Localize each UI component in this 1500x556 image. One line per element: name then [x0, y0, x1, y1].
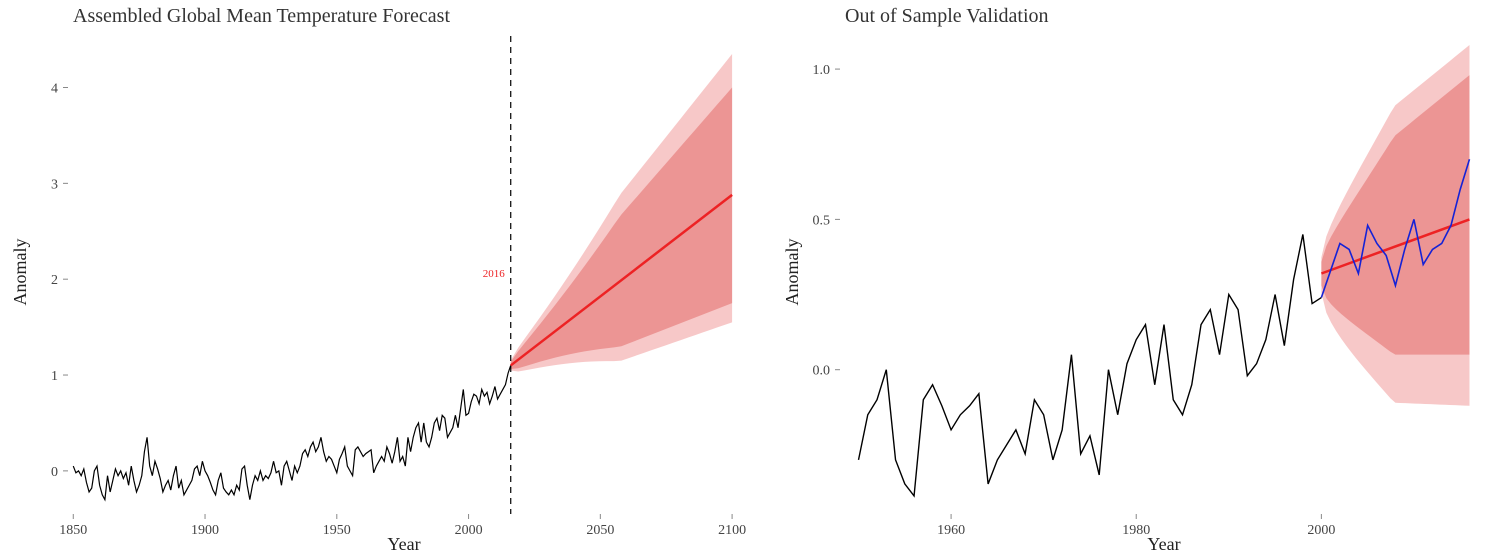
chart-title: Out of Sample Validation: [845, 5, 1049, 27]
left-chart: Assembled Global Mean Temperature Foreca…: [0, 0, 750, 556]
right-chart: Out of Sample Validation 0.0 0.5 1.0 1960 198…: [750, 0, 1500, 556]
figure-container: Assembled Global Mean Temperature Foreca…: [0, 0, 1500, 556]
x-tick-label: 1980: [1122, 523, 1150, 538]
y-tick-label: 2: [51, 273, 58, 288]
y-axis-label: Anomaly: [10, 239, 30, 306]
x-tick-label: 1960: [937, 523, 965, 538]
x-tick-label: 2050: [586, 523, 614, 538]
x-tick-label: 2000: [1307, 523, 1335, 538]
right-panel: Out of Sample Validation 0.0 0.5 1.0 1960 198…: [750, 0, 1500, 556]
y-axis-label: Anomaly: [782, 239, 802, 306]
observed-line: [73, 365, 510, 499]
y-tick-label: 3: [51, 177, 58, 192]
y-tick-label: 0.0: [813, 364, 831, 379]
y-tick-label: 1.0: [813, 63, 831, 78]
left-panel: Assembled Global Mean Temperature Foreca…: [0, 0, 750, 556]
y-tick-label: 4: [51, 82, 58, 97]
x-tick-label: 1850: [59, 523, 87, 538]
x-axis-label: Year: [387, 534, 420, 554]
y-tick-label: 1: [51, 369, 58, 384]
observed-line: [859, 234, 1322, 496]
x-axis-label: Year: [1147, 534, 1180, 554]
x-tick-label: 2100: [718, 523, 746, 538]
chart-title: Assembled Global Mean Temperature Foreca…: [73, 5, 450, 27]
y-tick-label: 0: [51, 465, 58, 480]
cutoff-label: 2016: [483, 268, 506, 280]
x-tick-label: 1900: [191, 523, 219, 538]
y-tick-label: 0.5: [813, 213, 831, 228]
x-tick-label: 1950: [323, 523, 351, 538]
x-tick-label: 2000: [455, 523, 483, 538]
